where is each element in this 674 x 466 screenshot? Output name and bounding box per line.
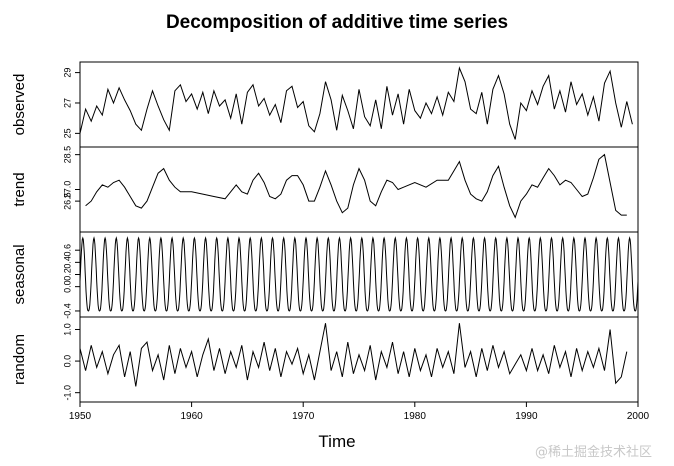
seasonal-y-tick-label: -0.4 xyxy=(62,303,72,319)
random-panel-label: random xyxy=(11,334,28,385)
x-tick-label: 1970 xyxy=(292,411,315,422)
random-y-tick-label: -1.0 xyxy=(62,385,72,401)
trend-y-tick-label: 26.5 xyxy=(62,192,72,210)
trend-panel-frame xyxy=(79,146,639,233)
trend-series-line xyxy=(85,153,627,219)
seasonal-y-tick-label: 0.2 xyxy=(62,268,72,281)
seasonal-y-tick-label: 0.0 xyxy=(62,280,72,293)
observed-series-line xyxy=(79,66,633,140)
seasonal-series-line xyxy=(79,236,639,312)
observed-y-tick-label: 25 xyxy=(62,128,72,138)
x-tick-label: 1950 xyxy=(69,411,92,422)
random-y-tick-label: 0.0 xyxy=(62,355,72,368)
x-tick-label: 1980 xyxy=(404,411,427,422)
observed-panel-label: observed xyxy=(11,74,28,136)
random-y-tick-label: 1.0 xyxy=(62,323,72,336)
trend-y-tick-label: 28.5 xyxy=(62,146,72,164)
observed-y-tick-label: 29 xyxy=(62,68,72,78)
random-series-line xyxy=(79,323,628,387)
x-axis-title: Time xyxy=(318,432,356,451)
x-tick-label: 1960 xyxy=(180,411,203,422)
watermark: @稀土掘金技术社区 xyxy=(534,445,652,460)
x-tick-label: 2000 xyxy=(627,411,650,422)
seasonal-y-tick-label: 0.4 xyxy=(62,256,72,269)
seasonal-panel-label: seasonal xyxy=(11,244,28,304)
observed-y-tick-label: 27 xyxy=(62,98,72,108)
seasonal-y-tick-label: 0.6 xyxy=(62,244,72,257)
trend-y-tick-label: 27.0 xyxy=(62,181,72,199)
random-panel-frame xyxy=(79,316,639,403)
chart-title: Decomposition of additive time series xyxy=(165,12,509,33)
x-tick-label: 1990 xyxy=(515,411,538,422)
trend-panel-label: trend xyxy=(11,172,28,206)
observed-panel-frame xyxy=(79,61,639,148)
